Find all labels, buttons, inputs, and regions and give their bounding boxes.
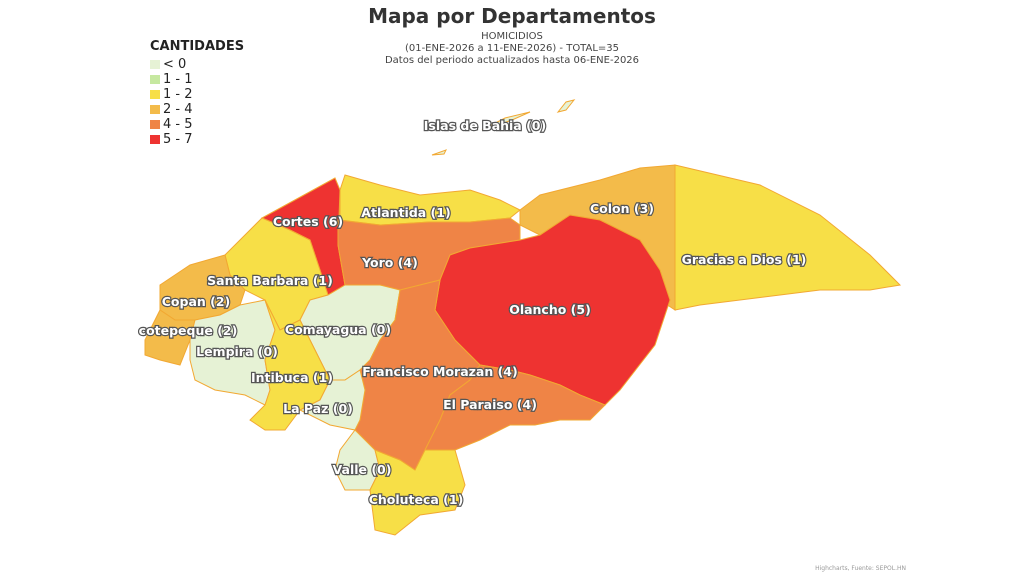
legend-label: < 0 (163, 57, 187, 72)
label-islas-de-bahia: Islas de Bahia (0) (424, 118, 546, 133)
legend-item[interactable]: 2 - 4 (150, 102, 244, 117)
legend-swatch (150, 135, 160, 144)
chart-title: Mapa por Departamentos (368, 4, 656, 28)
label-ocotepeque: cotepeque (2) (139, 323, 238, 338)
department-islas-de-bahia[interactable] (431, 149, 448, 156)
label-lempira: Lempira (0) (196, 344, 278, 359)
label-comayagua: Comayagua (0) (285, 322, 391, 337)
legend-label: 4 - 5 (163, 117, 193, 132)
legend-swatch (150, 90, 160, 99)
legend-item[interactable]: 1 - 2 (150, 87, 244, 102)
label-choluteca: Choluteca (1) (369, 492, 464, 507)
label-cortes: Cortes (6) (273, 214, 343, 229)
legend-swatch (150, 120, 160, 129)
legend-item[interactable]: 5 - 7 (150, 132, 244, 147)
legend-swatch (150, 105, 160, 114)
label-gracias-a-dios: Gracias a Dios (1) (682, 252, 807, 267)
department-gracias-a-dios[interactable] (674, 164, 902, 311)
department-choluteca[interactable] (369, 449, 466, 536)
legend-item[interactable]: < 0 (150, 57, 244, 72)
legend-swatch (150, 75, 160, 84)
department-la-paz[interactable] (298, 369, 366, 431)
department-islas-de-bahia[interactable] (481, 111, 531, 131)
label-colon: Colon (3) (590, 201, 654, 216)
label-copan: Copan (2) (162, 294, 231, 309)
legend-label: 1 - 1 (163, 72, 193, 87)
chart-subtitle-1: HOMICIDIOS (481, 31, 543, 42)
department-el-paraiso[interactable] (424, 364, 606, 451)
legend-item[interactable]: 4 - 5 (150, 117, 244, 132)
label-valle: Valle (0) (333, 462, 392, 477)
legend-item[interactable]: 1 - 1 (150, 72, 244, 87)
label-olancho: Olancho (5) (509, 302, 591, 317)
label-atlantida: Atlantida (1) (361, 205, 450, 220)
legend-title: CANTIDADES (150, 39, 245, 54)
label-yoro: Yoro (4) (361, 255, 418, 270)
legend-label: 5 - 7 (163, 132, 193, 147)
legend-label: 1 - 2 (163, 87, 193, 102)
department-islas-de-bahia[interactable] (556, 99, 576, 113)
label-el-paraiso: El Paraiso (4) (443, 397, 537, 412)
label-francisco-morazan: Francisco Morazan (4) (362, 364, 517, 379)
department-intibuca[interactable] (249, 299, 331, 431)
label-la-paz: La Paz (0) (283, 401, 353, 416)
legend-label: 2 - 4 (163, 102, 193, 117)
label-santa-barbara: Santa Barbara (1) (207, 273, 333, 288)
credits[interactable]: Highcharts, Fuente: SEPOL.HN (815, 565, 906, 572)
chart-subtitle-2: (01-ENE-2026 a 11-ENE-2026) - TOTAL=35 (404, 43, 620, 54)
legend-swatch (150, 60, 160, 69)
label-intibuca: Intibuca (1) (251, 370, 333, 385)
chart-subtitle-3: Datos del periodo actualizados hasta 06-… (384, 55, 640, 66)
